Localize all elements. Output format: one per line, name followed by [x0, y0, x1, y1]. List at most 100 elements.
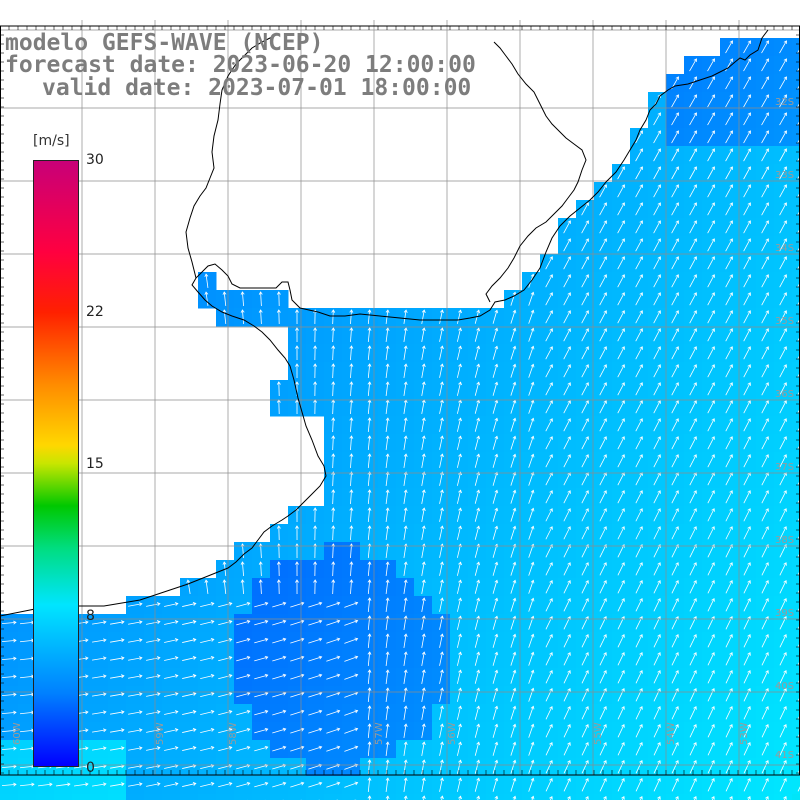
wind-arrow [492, 309, 499, 324]
wind-arrow [653, 382, 661, 396]
wind-arrow [545, 454, 553, 468]
wind-arrow [367, 453, 372, 469]
wind-arrow [635, 454, 643, 468]
wind-speed-cell [666, 794, 685, 800]
wind-speed-cell [792, 362, 800, 381]
wind-speed-cell [792, 56, 800, 75]
wind-arrow [725, 364, 733, 378]
wind-arrow [761, 58, 770, 72]
wind-arrow [743, 454, 751, 468]
wind-arrow [671, 130, 679, 144]
lat-label: 32S [775, 97, 795, 108]
wind-arrow [563, 274, 571, 288]
wind-arrow [492, 381, 499, 396]
wind-arrow [385, 417, 390, 432]
wind-arrow [635, 166, 643, 180]
wind-arrow [545, 310, 553, 324]
wind-arrow [313, 363, 318, 379]
wind-speed-cell [792, 110, 800, 129]
wind-speed-cell [126, 794, 145, 800]
wind-arrow [492, 471, 499, 486]
wind-arrow [313, 327, 318, 343]
wind-arrow [581, 220, 589, 234]
wind-arrow [510, 291, 517, 306]
wind-arrow [204, 291, 209, 306]
wind-arrow [761, 184, 769, 198]
wind-arrow [545, 364, 553, 378]
wind-arrow [617, 400, 625, 414]
wind-arrow [599, 328, 607, 342]
wind-arrow [635, 292, 643, 306]
wind-arrow [457, 417, 462, 432]
wind-speed-cell [792, 182, 800, 201]
wind-arrow [276, 381, 281, 397]
wind-arrow [725, 310, 733, 324]
wind-speed-cell [792, 488, 800, 507]
wind-arrow [617, 364, 625, 378]
wind-arrow [653, 202, 661, 216]
wind-arrow [689, 76, 697, 90]
wind-arrow [617, 310, 625, 324]
wind-arrow [689, 202, 697, 216]
wind-arrow [653, 238, 661, 252]
wind-arrow [707, 220, 715, 234]
wind-speed-cell [108, 794, 127, 800]
wind-arrow [617, 166, 625, 180]
wind-arrow [707, 76, 715, 90]
wind-arrow [743, 310, 751, 324]
wind-arrow [743, 238, 751, 252]
wind-arrow [761, 76, 769, 90]
wind-arrow [421, 471, 426, 486]
wind-speed-cell [36, 794, 55, 800]
wind-arrow [797, 101, 800, 108]
wind-speed-cell [144, 794, 163, 800]
wind-arrow [563, 436, 571, 450]
wind-arrow [725, 112, 733, 126]
wind-arrow [779, 94, 787, 108]
wind-speed-cell [18, 794, 37, 800]
wind-arrow [439, 453, 444, 468]
wind-speed-cell [540, 794, 559, 800]
wind-arrow [797, 191, 800, 198]
wind-arrow [779, 436, 787, 450]
wind-arrow [779, 364, 787, 378]
wind-arrow [689, 166, 697, 180]
wind-arrow [510, 327, 517, 342]
wind-arrow [563, 400, 571, 414]
wind-speed-cell [792, 92, 800, 111]
wind-arrow [635, 274, 643, 288]
wind-speed-cell [522, 794, 541, 800]
lat-label: 39S [775, 608, 795, 619]
wind-arrow [707, 238, 715, 252]
wind-arrow [457, 381, 462, 396]
wind-arrow [725, 220, 733, 234]
wind-arrow [635, 202, 643, 216]
wind-arrow [563, 382, 571, 396]
wind-speed-cell [792, 380, 800, 399]
wind-arrow [457, 435, 462, 450]
wind-arrow [349, 471, 354, 487]
wind-arrow [367, 309, 372, 325]
wind-arrow [222, 291, 227, 307]
wind-arrow [528, 363, 535, 378]
wind-speed-cell [792, 578, 800, 597]
wind-speed-cell [792, 794, 800, 800]
wind-arrow [474, 417, 481, 432]
wind-arrow [653, 418, 661, 432]
wind-arrow [528, 381, 535, 396]
wind-arrow [779, 40, 788, 54]
wind-arrow [349, 363, 354, 379]
wind-arrow [797, 444, 800, 450]
wind-arrow [743, 202, 751, 216]
wind-speed-cell [792, 740, 800, 759]
wind-arrow [707, 382, 715, 396]
wind-arrow [635, 184, 643, 198]
wind-arrow [528, 291, 535, 306]
lat-label: 34S [775, 243, 795, 254]
wind-speed-cell [792, 560, 800, 579]
wind-arrow [725, 130, 733, 144]
wind-speed-cell [288, 794, 307, 800]
wind-arrow [635, 400, 643, 414]
wind-speed-cell [792, 470, 800, 489]
wind-arrow [761, 256, 769, 270]
